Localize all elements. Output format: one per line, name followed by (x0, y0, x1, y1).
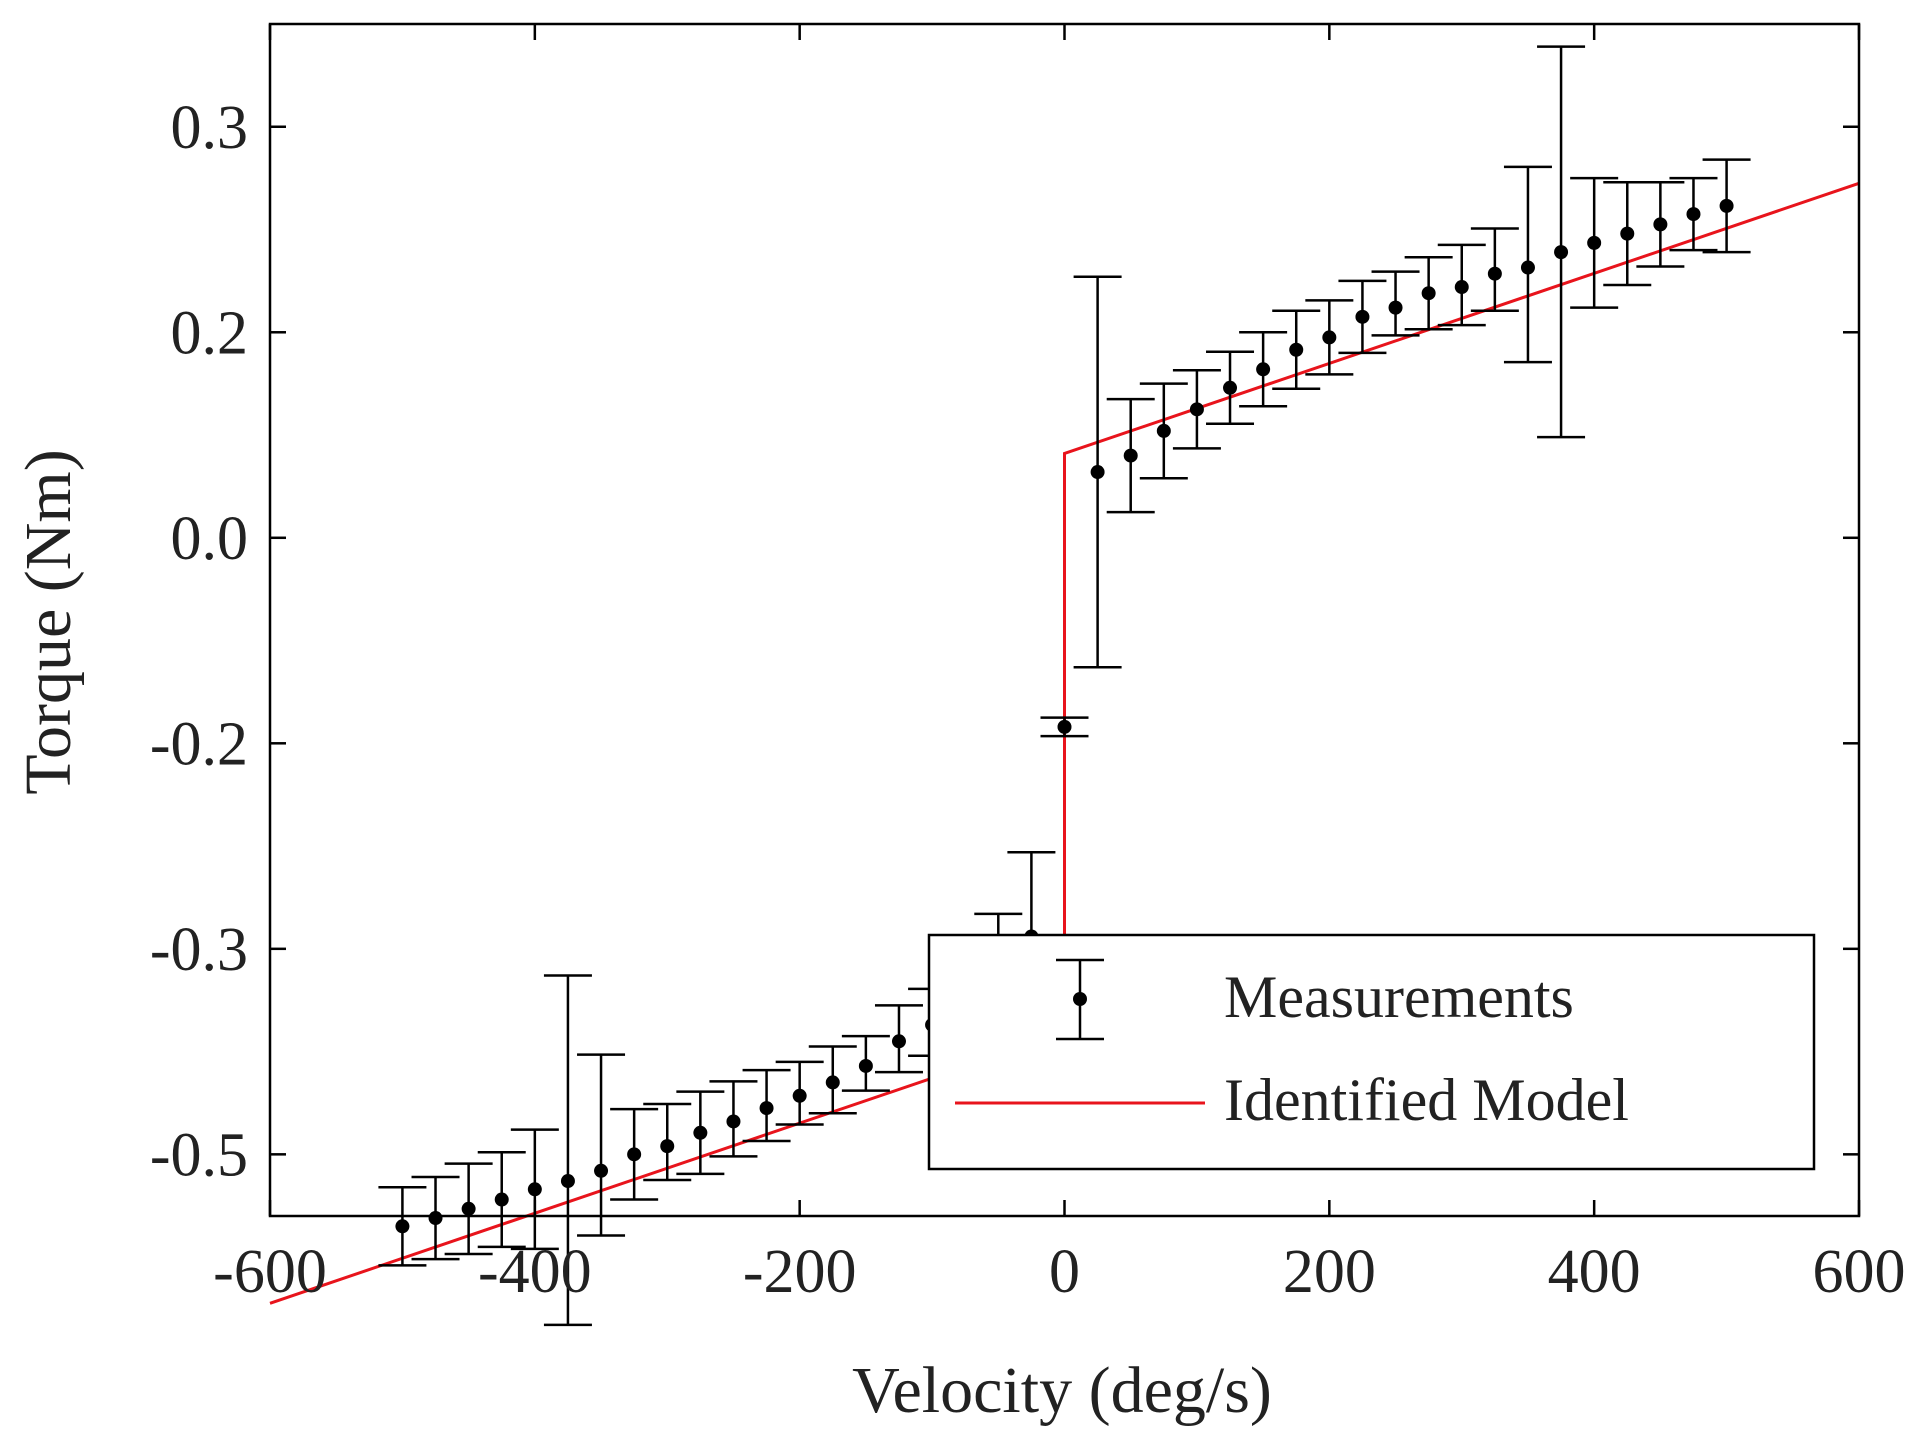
measurement-point (1172, 369, 1221, 450)
data-marker (1388, 300, 1403, 315)
measurement-point (411, 1175, 460, 1261)
y-tick-label: -0.3 (150, 916, 248, 984)
x-axis-label: Velocity (deg/s) (852, 1354, 1272, 1427)
data-marker (1090, 465, 1105, 480)
measurement-point (874, 1004, 923, 1074)
data-marker (726, 1114, 741, 1129)
measurement-point (1404, 256, 1453, 331)
measurement-point (1139, 382, 1188, 480)
measurement-point (1537, 45, 1586, 439)
data-marker (1256, 362, 1271, 377)
x-tick-label: 400 (1548, 1238, 1641, 1306)
measurement-point (577, 1053, 626, 1237)
data-marker (560, 1174, 575, 1189)
y-tick-label: -0.2 (150, 710, 248, 778)
measurement-point (1371, 270, 1420, 337)
y-tick-label: 0.3 (171, 94, 249, 162)
data-marker (1520, 260, 1535, 275)
x-tick-label: 0 (1049, 1238, 1080, 1306)
measurement-point (643, 1102, 692, 1182)
measurement-point (477, 1151, 526, 1249)
x-tick-label: -200 (743, 1238, 857, 1306)
data-marker (759, 1101, 774, 1116)
data-marker (1620, 226, 1635, 241)
x-axis: -600 -400 -200 0 200 400 600 (213, 24, 1906, 1306)
measurement-point (1106, 397, 1155, 514)
data-marker (825, 1075, 840, 1090)
measurement-point (1603, 180, 1652, 287)
data-marker (1686, 207, 1701, 222)
data-marker (428, 1211, 443, 1226)
data-marker (1719, 198, 1734, 213)
data-marker (1355, 309, 1370, 324)
y-tick-label: -0.5 (150, 1121, 248, 1189)
measurement-point (1040, 716, 1089, 738)
legend-label-identified-model: Identified Model (1224, 1067, 1629, 1133)
measurement-point (1338, 279, 1387, 355)
measurement-point (676, 1090, 725, 1176)
measurement-point (378, 1185, 427, 1267)
measurement-point (1206, 350, 1255, 425)
measurement-point (1470, 227, 1519, 312)
data-marker (1123, 448, 1138, 463)
data-marker (527, 1182, 542, 1197)
data-marker (792, 1088, 807, 1103)
data-marker (1587, 235, 1602, 250)
measurement-point (1305, 299, 1354, 376)
x-tick-label: 600 (1813, 1238, 1906, 1306)
data-marker (494, 1192, 509, 1207)
data-marker (1057, 719, 1072, 734)
measurement-point (1437, 243, 1486, 327)
y-axis: -0.5 -0.3 -0.2 0.0 0.2 0.3 (150, 94, 1859, 1189)
data-marker (1322, 330, 1337, 345)
measurement-point (1636, 180, 1685, 268)
y-tick-label: 0.2 (171, 299, 249, 367)
measurement-point (841, 1034, 890, 1092)
measurement-point (1239, 331, 1288, 408)
measurement-point (1702, 158, 1751, 254)
measurement-point (1503, 165, 1552, 364)
data-marker (1653, 217, 1668, 232)
y-axis-label: Torque (Nm) (12, 449, 85, 794)
measurement-point (444, 1162, 493, 1256)
data-marker (1554, 245, 1569, 260)
x-tick-label: 200 (1283, 1238, 1376, 1306)
data-marker (461, 1201, 476, 1216)
measurement-point (775, 1060, 824, 1126)
legend: Measurements Identified Model (927, 933, 1816, 1171)
y-tick-label: 0.0 (171, 505, 249, 573)
measurement-point (1272, 309, 1321, 391)
measurement-point (610, 1107, 659, 1201)
measurement-point (709, 1080, 758, 1158)
data-marker (395, 1219, 410, 1234)
data-marker (858, 1058, 873, 1073)
x-tick-label: -600 (213, 1238, 327, 1306)
legend-errorbar-icon (1056, 958, 1104, 1041)
data-marker (627, 1147, 642, 1162)
data-marker (594, 1163, 609, 1178)
data-marker (1421, 286, 1436, 301)
data-marker (1487, 266, 1502, 281)
x-tick-label: -400 (478, 1238, 592, 1306)
measurement-point (1669, 176, 1718, 252)
data-marker (1289, 342, 1304, 357)
data-marker (891, 1034, 906, 1049)
data-marker (1454, 280, 1469, 295)
data-marker (1223, 380, 1238, 395)
data-marker (1189, 402, 1204, 417)
plot-area (268, 22, 1861, 1327)
measurement-point (808, 1045, 857, 1115)
data-marker (660, 1139, 675, 1154)
measurement-point (1570, 176, 1619, 309)
data-marker (693, 1125, 708, 1140)
data-marker (1156, 423, 1171, 438)
measurement-point (543, 974, 592, 1327)
legend-box (927, 933, 1816, 1171)
measurement-point (1073, 275, 1122, 669)
measurement-point (510, 1128, 559, 1251)
legend-label-measurements: Measurements (1224, 964, 1574, 1030)
measurement-point (742, 1068, 791, 1143)
